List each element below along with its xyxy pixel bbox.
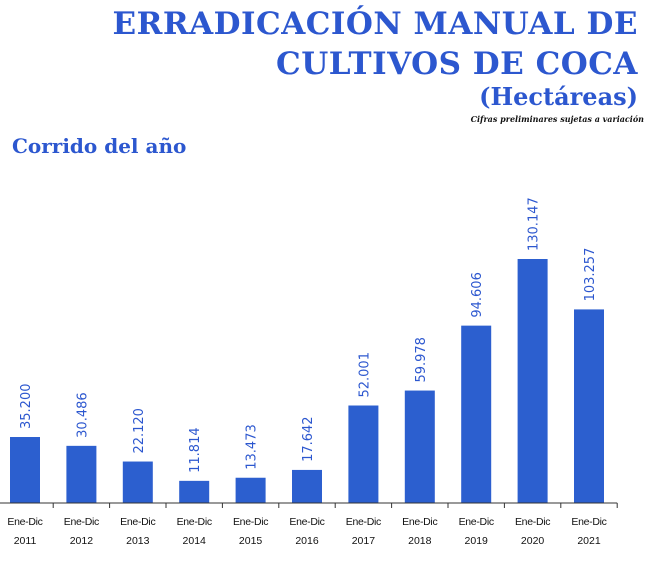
x-tick-label-year: 2013 bbox=[126, 535, 150, 547]
data-label: 11.814 bbox=[188, 427, 203, 473]
preliminary-note: Cifras preliminares sujetas a variación bbox=[470, 114, 644, 124]
bar-2016 bbox=[292, 469, 322, 503]
x-tick-label-year: 2011 bbox=[14, 535, 37, 547]
x-tick-label-year: 2012 bbox=[70, 535, 94, 547]
data-label: 52.001 bbox=[357, 352, 372, 398]
x-tick-label-year: 2017 bbox=[352, 535, 376, 547]
x-tick-label-year: 2015 bbox=[239, 535, 263, 547]
x-tick-label-year: 2019 bbox=[465, 535, 489, 547]
x-tick-label-year: 2016 bbox=[295, 535, 319, 547]
x-tick-label-period: Ene-Dic bbox=[120, 516, 155, 528]
x-tick-label-period: Ene-Dic bbox=[7, 516, 42, 528]
data-label: 130.147 bbox=[527, 197, 542, 251]
x-tick-label-period: Ene-Dic bbox=[64, 516, 99, 528]
x-tick-label-period: Ene-Dic bbox=[289, 516, 324, 528]
x-tick-label-period: Ene-Dic bbox=[233, 516, 268, 528]
x-tick-label-period: Ene-Dic bbox=[571, 516, 606, 528]
data-label: 59.978 bbox=[414, 337, 429, 383]
bar-2015 bbox=[235, 477, 266, 503]
x-tick-label-year: 2018 bbox=[408, 535, 432, 547]
x-tick-label-year: 2021 bbox=[577, 535, 601, 547]
chart-subtitle: Corrido del año bbox=[12, 134, 187, 158]
bar-2019 bbox=[461, 325, 492, 503]
chart-unit: (Hectáreas) bbox=[479, 82, 638, 111]
data-label: 13.473 bbox=[245, 424, 260, 470]
data-label: 103.257 bbox=[583, 248, 598, 302]
x-tick-label-period: Ene-Dic bbox=[177, 516, 212, 528]
bar-2012 bbox=[66, 445, 97, 503]
bar-2021 bbox=[574, 309, 604, 503]
bar-2017 bbox=[348, 405, 379, 503]
data-label: 17.642 bbox=[301, 416, 316, 462]
bar-2013 bbox=[122, 461, 153, 503]
bar-2014 bbox=[179, 480, 210, 503]
x-tick-label-period: Ene-Dic bbox=[402, 516, 437, 528]
bar-2020 bbox=[517, 259, 548, 503]
x-tick-label-year: 2020 bbox=[521, 535, 545, 547]
chart-title: ERRADICACIÓN MANUAL DE CULTIVOS DE COCA bbox=[112, 4, 638, 84]
chart-title-line-2: CULTIVOS DE COCA bbox=[276, 46, 638, 82]
x-tick-label-period: Ene-Dic bbox=[515, 516, 550, 528]
bar-2018 bbox=[404, 390, 435, 503]
data-label: 30.486 bbox=[75, 392, 90, 438]
data-label: 22.120 bbox=[132, 408, 147, 454]
bar-2011 bbox=[10, 437, 40, 503]
data-label: 94.606 bbox=[470, 272, 485, 318]
x-tick-label-period: Ene-Dic bbox=[346, 516, 381, 528]
data-label: 35.200 bbox=[19, 384, 34, 430]
x-tick-label-year: 2014 bbox=[183, 535, 207, 547]
x-tick-label-period: Ene-Dic bbox=[459, 516, 494, 528]
chart-title-line-1: ERRADICACIÓN MANUAL DE bbox=[112, 6, 638, 42]
